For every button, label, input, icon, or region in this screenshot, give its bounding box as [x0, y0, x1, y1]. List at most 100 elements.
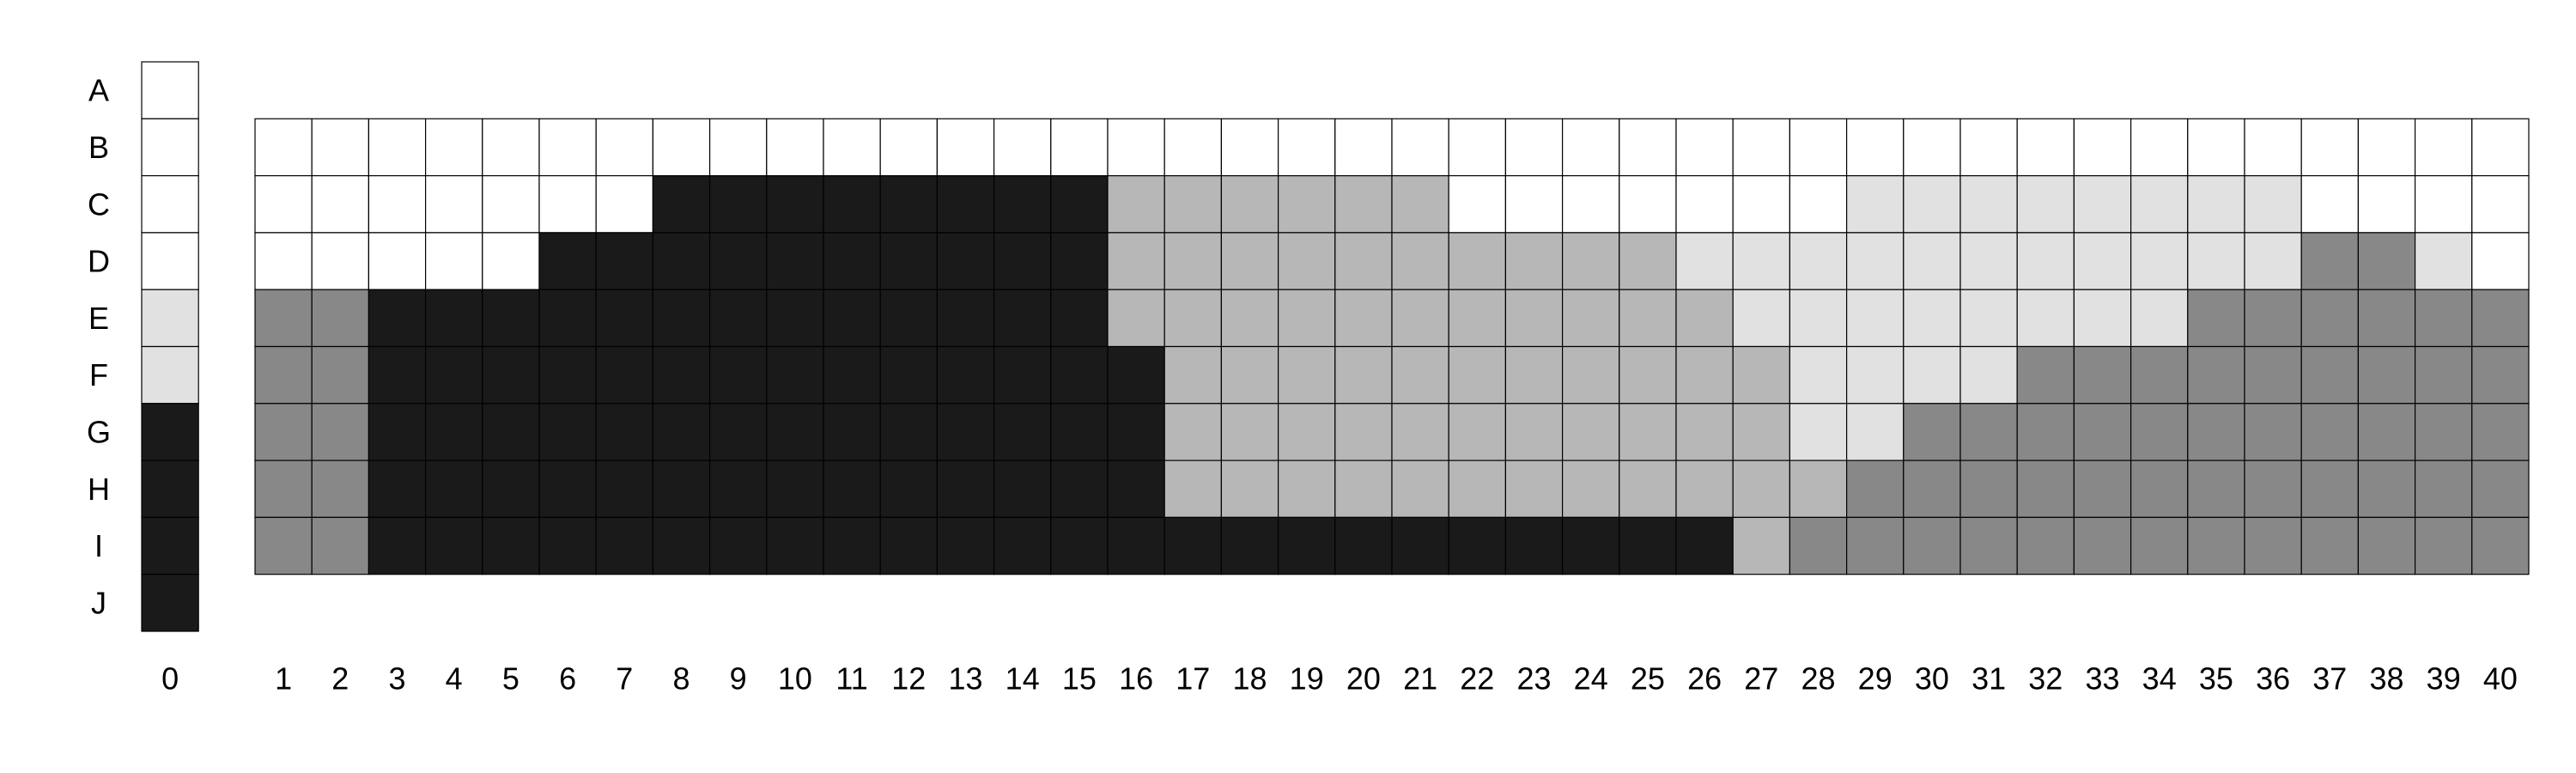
- column-label-7: 7: [616, 661, 633, 697]
- column-label-4: 4: [446, 661, 463, 697]
- heatmap-cell-34-E: [2130, 289, 2189, 348]
- heatmap-cell-1-G: [254, 403, 313, 461]
- heatmap-cell-19-E: [1277, 289, 1336, 348]
- heatmap-cell-40-H: [2471, 460, 2530, 518]
- column-label-39: 39: [2427, 661, 2461, 697]
- heatmap-cell-34-H: [2130, 460, 2189, 518]
- heatmap-cell-24-F: [1561, 345, 1620, 405]
- heatmap-cell-16-I: [1107, 516, 1165, 575]
- heatmap-cell-24-B: [1561, 118, 1620, 177]
- heatmap-cell-3-B: [368, 118, 427, 177]
- heatmap-cell-21-G: [1391, 403, 1449, 461]
- heatmap-cell-11-I: [823, 516, 881, 575]
- column-label-25: 25: [1631, 661, 1665, 697]
- column-label-2: 2: [331, 661, 349, 697]
- heatmap-cell-5-I: [482, 516, 540, 575]
- heatmap-cell-40-C: [2471, 175, 2530, 234]
- heatmap-cell-28-I: [1789, 516, 1848, 575]
- row-label-C: C: [88, 186, 110, 222]
- heatmap-cell-30-F: [1903, 345, 1961, 405]
- heatmap-cell-33-B: [2073, 118, 2132, 177]
- heatmap-cell-35-F: [2187, 345, 2245, 405]
- heatmap-cell-17-C: [1163, 175, 1222, 234]
- heatmap-cell-26-E: [1675, 289, 1734, 348]
- heatmap-cell-7-G: [595, 403, 654, 461]
- heatmap-cell-15-C: [1050, 175, 1109, 234]
- heatmap-cell-0-H: [141, 460, 199, 518]
- heatmap-cell-38-H: [2357, 460, 2416, 518]
- heatmap-cell-32-G: [2016, 403, 2075, 461]
- column-label-21: 21: [1403, 661, 1437, 697]
- heatmap-cell-12-B: [879, 118, 938, 177]
- heatmap-cell-2-F: [311, 345, 370, 405]
- heatmap-cell-17-F: [1163, 345, 1222, 405]
- column-label-24: 24: [1574, 661, 1608, 697]
- column-label-31: 31: [1971, 661, 2006, 697]
- heatmap-cell-39-I: [2415, 516, 2473, 575]
- heatmap-cell-14-I: [993, 516, 1052, 575]
- row-label-A: A: [88, 73, 109, 108]
- column-label-12: 12: [891, 661, 926, 697]
- row-label-H: H: [88, 472, 110, 507]
- heatmap-cell-14-C: [993, 175, 1052, 234]
- heatmap-cell-30-E: [1903, 289, 1961, 348]
- column-label-11: 11: [835, 661, 867, 697]
- heatmap-cell-17-H: [1163, 460, 1222, 518]
- heatmap-cell-29-I: [1846, 516, 1905, 575]
- heatmap-cell-34-G: [2130, 403, 2189, 461]
- heatmap-cell-28-B: [1789, 118, 1848, 177]
- heatmap-cell-8-D: [652, 232, 711, 290]
- heatmap-cell-40-E: [2471, 289, 2530, 348]
- heatmap-cell-15-I: [1050, 516, 1109, 575]
- heatmap-cell-11-H: [823, 460, 881, 518]
- heatmap-cell-14-E: [993, 289, 1052, 348]
- heatmap-cell-27-B: [1732, 118, 1790, 177]
- heatmap-cell-8-C: [652, 175, 711, 234]
- heatmap-cell-31-B: [1959, 118, 2018, 177]
- heatmap-cell-15-E: [1050, 289, 1109, 348]
- heatmap-cell-26-H: [1675, 460, 1734, 518]
- heatmap-cell-34-I: [2130, 516, 2189, 575]
- heatmap-cell-24-C: [1561, 175, 1620, 234]
- heatmap-cell-37-F: [2300, 345, 2359, 405]
- heatmap-cell-13-E: [936, 289, 995, 348]
- heatmap-cell-36-B: [2244, 118, 2302, 177]
- heatmap-cell-5-D: [482, 232, 540, 290]
- heatmap-cell-33-I: [2073, 516, 2132, 575]
- column-label-14: 14: [1005, 661, 1040, 697]
- heatmap-cell-6-H: [538, 460, 597, 518]
- heatmap-cell-39-B: [2415, 118, 2473, 177]
- heatmap-cell-26-I: [1675, 516, 1734, 575]
- heatmap-cell-9-B: [708, 118, 768, 177]
- heatmap-cell-16-F: [1107, 345, 1165, 405]
- heatmap-cell-19-B: [1277, 118, 1336, 177]
- heatmap-cell-26-D: [1675, 232, 1734, 290]
- heatmap-cell-10-E: [766, 289, 824, 348]
- heatmap-cell-10-I: [766, 516, 824, 575]
- heatmap-cell-5-E: [482, 289, 540, 348]
- heatmap-cell-30-H: [1903, 460, 1961, 518]
- heatmap-cell-25-I: [1619, 516, 1677, 575]
- heatmap-cell-3-F: [368, 345, 427, 405]
- heatmap-cell-29-H: [1846, 460, 1905, 518]
- heatmap-cell-28-H: [1789, 460, 1848, 518]
- heatmap-cell-34-C: [2130, 175, 2189, 234]
- heatmap-cell-25-H: [1619, 460, 1677, 518]
- heatmap-cell-31-E: [1959, 289, 2018, 348]
- heatmap-cell-18-C: [1220, 175, 1279, 234]
- heatmap-cell-14-G: [993, 403, 1052, 461]
- heatmap-cell-35-G: [2187, 403, 2245, 461]
- heatmap-cell-13-B: [936, 118, 995, 177]
- column-label-0: 0: [161, 661, 179, 697]
- heatmap-cell-21-H: [1391, 460, 1449, 518]
- heatmap-cell-33-C: [2073, 175, 2132, 234]
- heatmap-cell-4-B: [425, 118, 483, 177]
- heatmap-cell-33-E: [2073, 289, 2132, 348]
- heatmap-cell-1-B: [254, 118, 313, 177]
- heatmap-cell-23-F: [1504, 345, 1564, 405]
- heatmap-cell-38-F: [2357, 345, 2416, 405]
- heatmap-cell-1-H: [254, 460, 313, 518]
- heatmap-cell-25-F: [1619, 345, 1677, 405]
- heatmap-cell-4-F: [425, 345, 483, 405]
- heatmap-cell-30-C: [1903, 175, 1961, 234]
